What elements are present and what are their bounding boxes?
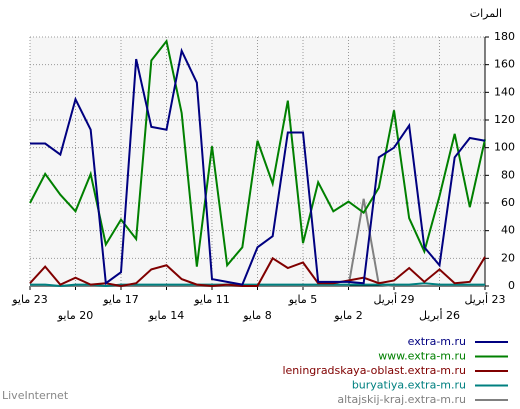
series-line — [29, 38, 486, 268]
y-tick-label: 80 — [501, 168, 515, 181]
x-tick-label: 26 أبريل — [419, 308, 460, 322]
x-tick-label: 29 أبريل — [373, 292, 414, 306]
x-tick-label: 23 أبريل — [464, 292, 505, 306]
y-tick-label: 120 — [494, 113, 515, 126]
series-line — [30, 47, 486, 286]
legend-label: www.extra-m.ru — [378, 350, 466, 363]
legend-label: extra-m.ru — [408, 335, 466, 348]
x-tick-label: 11 مايو — [193, 293, 229, 306]
x-tick-label: 17 مايو — [102, 293, 138, 306]
y-tick-label: 140 — [494, 85, 515, 98]
y-tick-label: 60 — [501, 196, 515, 209]
x-tick-label: 5 مايو — [288, 293, 317, 306]
legend-label: altajskij-kraj.extra-m.ru — [337, 393, 466, 405]
legend-label: buryatiya.extra-m.ru — [352, 379, 466, 392]
y-tick-label: 180 — [494, 30, 515, 43]
y-tick-label: 160 — [494, 58, 515, 71]
x-tick-label: 20 مايو — [57, 309, 93, 322]
footer: LiveInternet — [2, 389, 69, 402]
y-axis-label: المرات — [470, 7, 502, 20]
y-tick-label: 20 — [501, 251, 515, 264]
y-tick-label: 40 — [501, 224, 515, 237]
x-tick-label: 23 مايو — [11, 293, 47, 306]
legend-label: leningradskaya-oblast.extra-m.ru — [282, 364, 466, 377]
x-tick-label: 8 مايو — [242, 309, 271, 322]
x-tick-label: 2 مايو — [333, 309, 362, 322]
y-tick-label: 100 — [494, 141, 515, 154]
y-tick-label: 0 — [508, 279, 515, 292]
x-tick-label: 14 مايو — [148, 309, 184, 322]
